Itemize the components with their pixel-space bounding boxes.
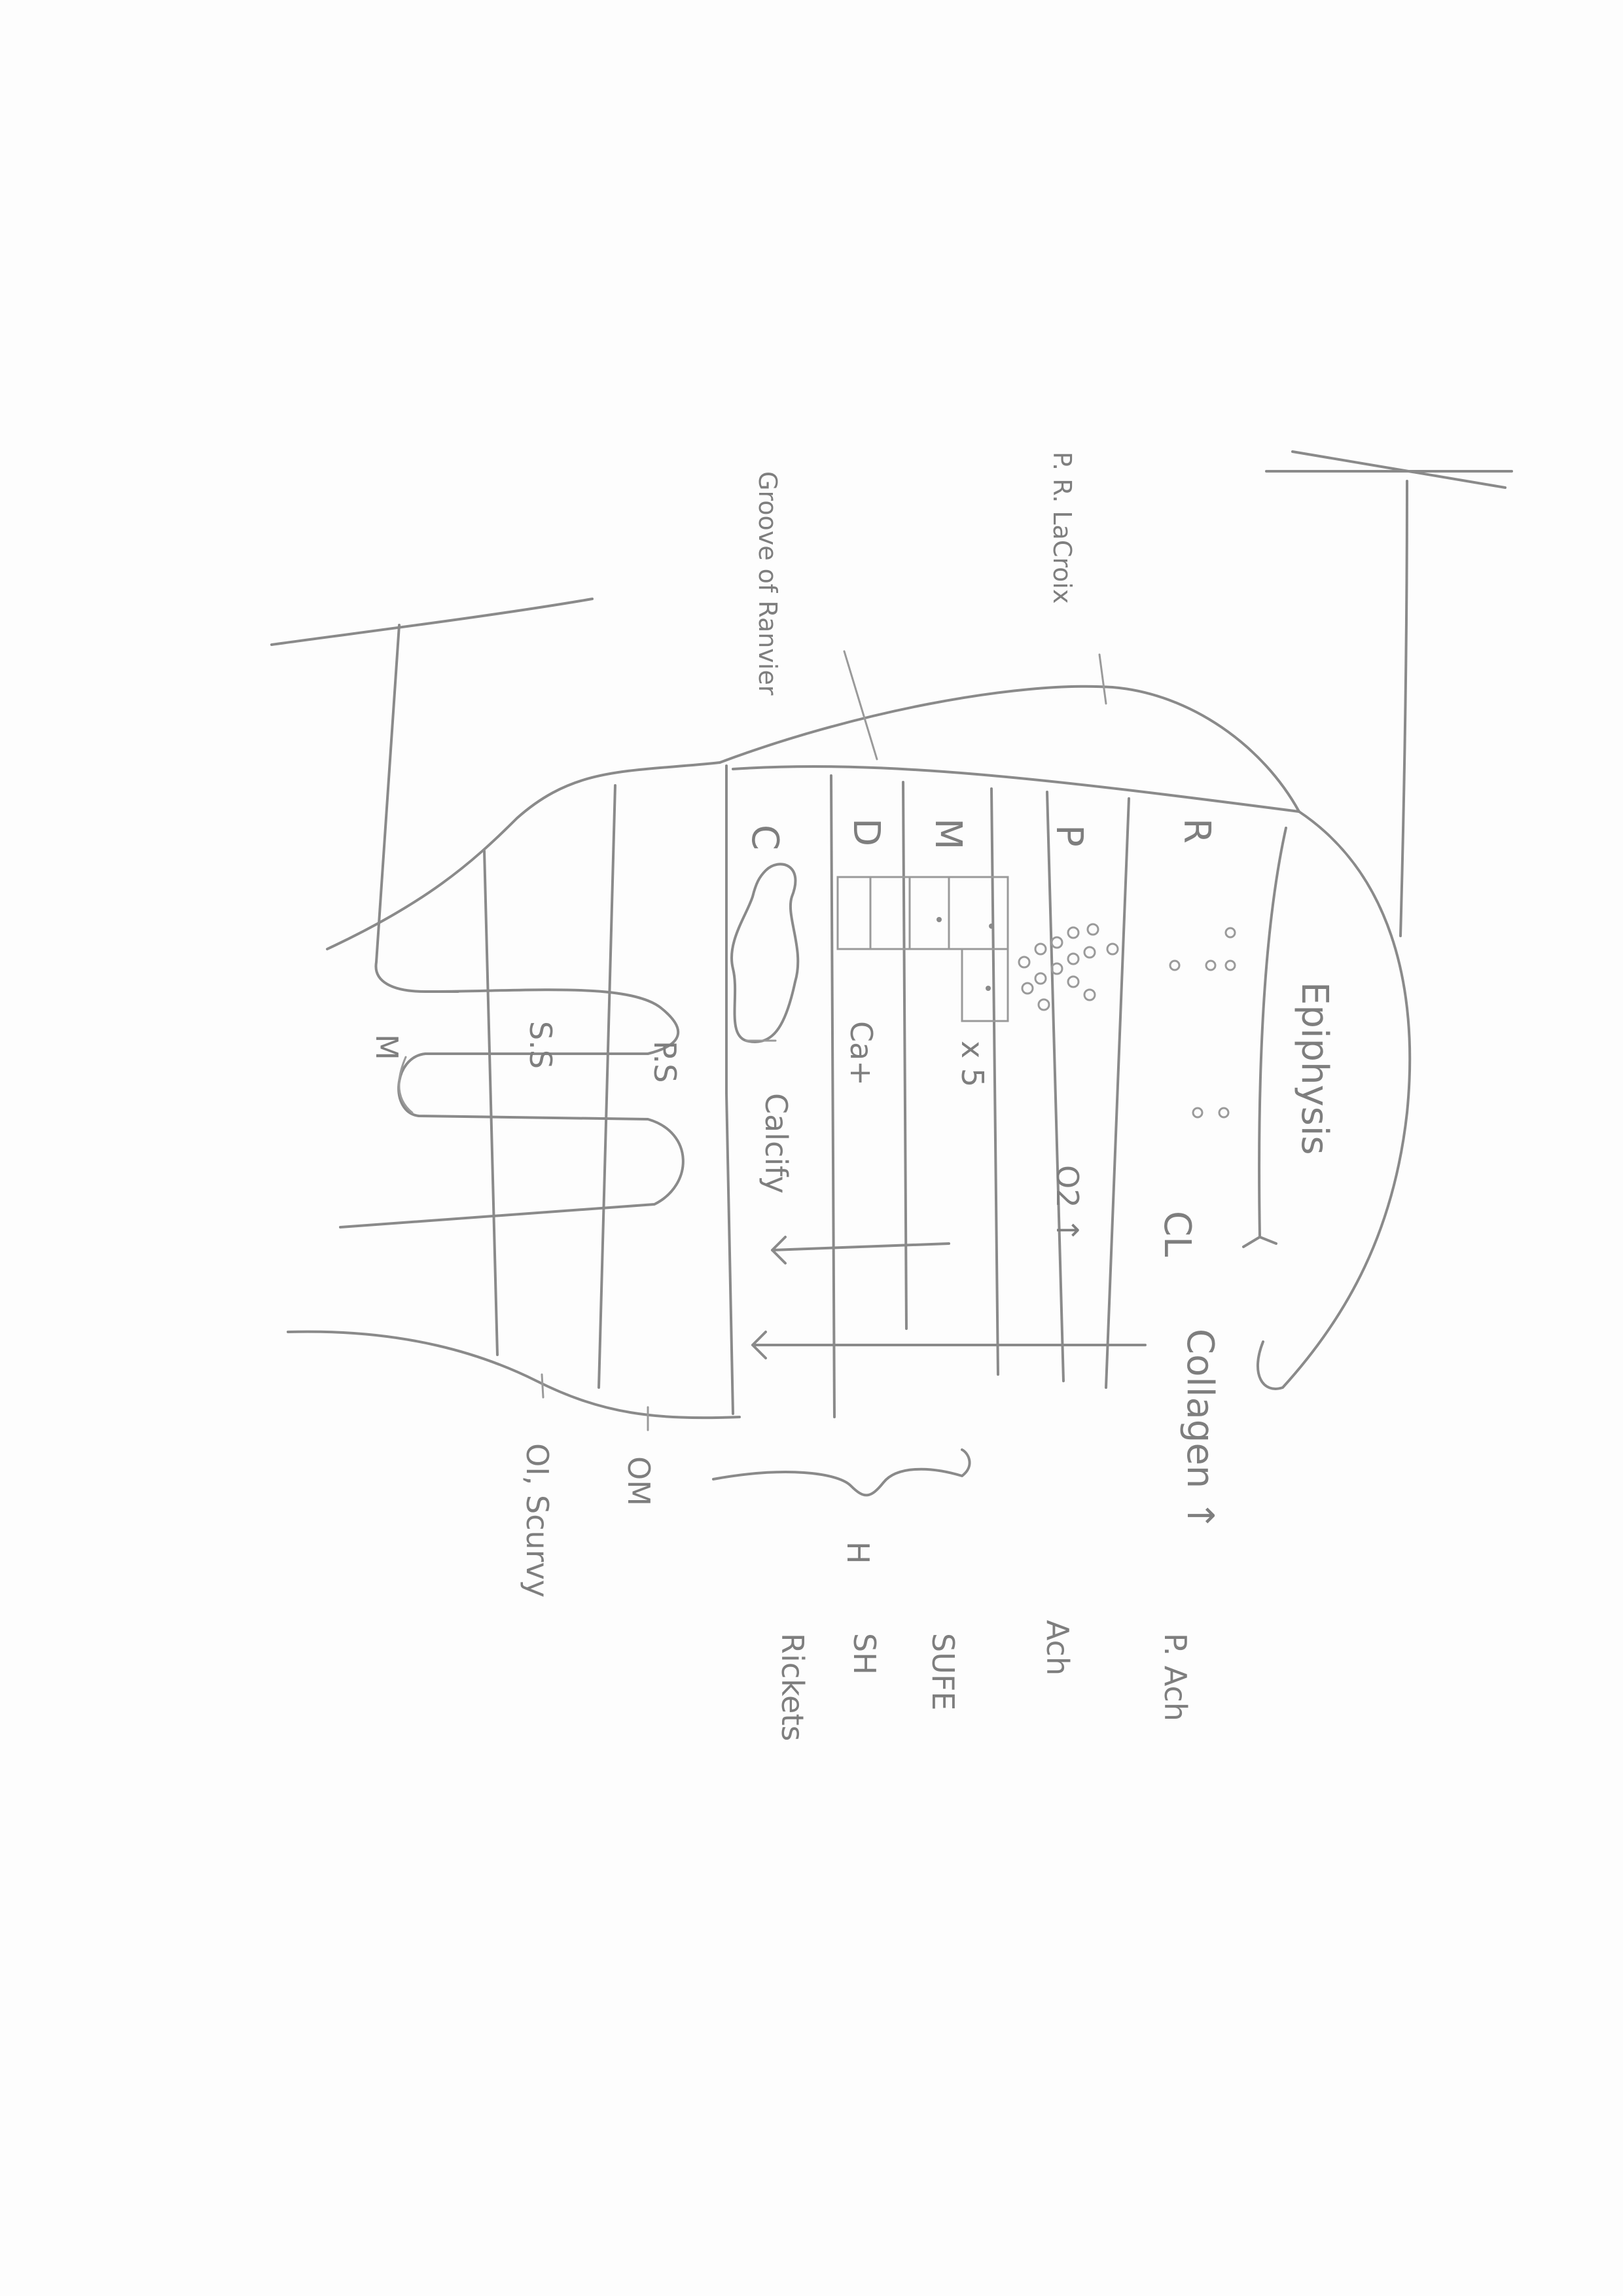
- metaphysis-flare-bottom: [287, 1330, 741, 1420]
- label-times5: x 5: [955, 1041, 990, 1087]
- label-sh: SH: [847, 1633, 882, 1675]
- hypertrophic-cells: [936, 917, 994, 991]
- collagen-arrow: [751, 1331, 1147, 1359]
- label-m-left: M: [369, 1034, 404, 1060]
- physis-top-arc: [719, 685, 1300, 813]
- label-calcium: Ca+: [844, 1021, 879, 1086]
- label-zone-d: D: [845, 818, 887, 846]
- zone-line-5: [1105, 797, 1130, 1389]
- metaphysis-flare-top: [326, 761, 721, 950]
- label-rickets: Rickets: [775, 1633, 810, 1741]
- top-right-bar-2: [1291, 450, 1507, 489]
- label-sufe: SUFE: [925, 1633, 961, 1710]
- label-groove: Groove of Ranvier: [753, 471, 782, 696]
- top-right-vertical: [1399, 480, 1408, 937]
- label-oi-scurvy: OI, Scurvy: [520, 1443, 555, 1598]
- oi-tick: [541, 1373, 544, 1399]
- proliferative-cells: [1018, 923, 1119, 1011]
- zone-line-3: [990, 787, 999, 1376]
- metaphysis-line-1: [597, 784, 616, 1389]
- label-ach: Ach: [1040, 1620, 1075, 1676]
- zone-line-1: [830, 774, 836, 1418]
- label-cl: CL: [1156, 1211, 1198, 1257]
- spongiosa-loops: [339, 988, 685, 1229]
- spongiosa-inner: [398, 1056, 414, 1114]
- label-periosteal: P. R. LaCroix: [1048, 452, 1077, 603]
- label-collagen: Collagen ↑: [1179, 1329, 1221, 1531]
- reserve-cells: [1169, 927, 1236, 1119]
- label-zone-m: M: [927, 818, 969, 850]
- label-calcify: Calcify: [758, 1093, 794, 1194]
- ring-pointer: [1098, 653, 1107, 705]
- label-epiphysis: Epiphysis: [1293, 982, 1336, 1155]
- label-h: H: [840, 1541, 876, 1564]
- label-zone-c: C: [743, 825, 786, 850]
- physis-left-edge: [725, 764, 734, 1415]
- metaphysis-upper-contour: [270, 598, 594, 646]
- label-oxygen: O2 ↑: [1050, 1165, 1085, 1243]
- label-om: OM: [621, 1456, 656, 1506]
- groove-pointer: [843, 650, 878, 761]
- epiphysis-outline: [1257, 810, 1412, 1390]
- label-p-ach: P. Ach: [1158, 1633, 1193, 1721]
- physis-inner-arc: [732, 765, 1300, 813]
- epiphysis-inner: [1258, 827, 1287, 1238]
- calcify-arrow: [771, 1236, 950, 1265]
- h-brace: [712, 1448, 971, 1497]
- label-ps: P.S: [647, 1041, 683, 1083]
- epiphysis-arrow: [1242, 1236, 1277, 1248]
- zone-line-2: [902, 781, 908, 1330]
- label-ss: S.S: [523, 1021, 558, 1069]
- label-zone-p: P: [1048, 825, 1090, 847]
- column-cells: [836, 876, 1009, 1022]
- zone-line-4: [1046, 791, 1065, 1382]
- calcify-blob: [730, 863, 800, 1043]
- metaphysis-upper-vertical: [374, 624, 459, 993]
- label-zone-r: R: [1175, 818, 1218, 844]
- metaphysis-line-2: [483, 850, 499, 1356]
